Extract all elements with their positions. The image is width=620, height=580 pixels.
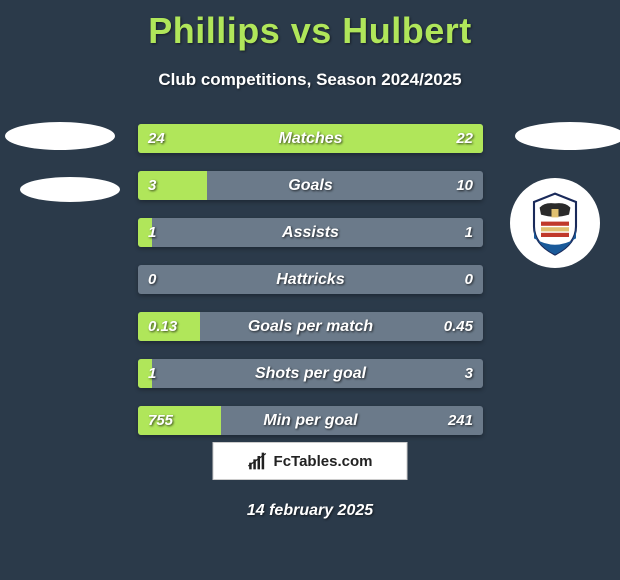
stat-label: Assists: [138, 218, 483, 247]
stat-row: 0 0Hattricks: [138, 265, 483, 294]
stat-value-left: 24: [148, 124, 165, 153]
crest-icon: [520, 188, 590, 258]
stat-row: 755241Min per goal: [138, 406, 483, 435]
brand-label: FcTables.com: [274, 453, 373, 470]
stat-value-left: 3: [148, 171, 156, 200]
stat-row: 1 1Assists: [138, 218, 483, 247]
stat-value-left: 0: [148, 265, 156, 294]
stat-label: Shots per goal: [138, 359, 483, 388]
player-left-badge-1: [5, 122, 115, 150]
stat-value-left: 0.13: [148, 312, 177, 341]
page-title: Phillips vs Hulbert: [0, 0, 620, 52]
brand-box[interactable]: FcTables.com: [213, 442, 408, 480]
player-left-badge-2: [20, 177, 120, 202]
stat-row: 310Goals: [138, 171, 483, 200]
stat-value-right: 1: [465, 218, 473, 247]
stats-container: 2422Matches310Goals11Assists00Hattricks0…: [138, 124, 483, 453]
chart-icon: [248, 451, 268, 471]
stat-value-right: 241: [448, 406, 473, 435]
stat-value-right: 0.45: [444, 312, 473, 341]
stat-value-right: 3: [465, 359, 473, 388]
date-label: 14 february 2025: [0, 502, 620, 520]
stat-row: 1 3Shots per goal: [138, 359, 483, 388]
stat-value-left: 1: [148, 218, 156, 247]
stat-label: Hattricks: [138, 265, 483, 294]
stat-value-right: 22: [456, 124, 473, 153]
stat-value-left: 1: [148, 359, 156, 388]
player-right-badge-1: [515, 122, 620, 150]
stat-value-right: 10: [456, 171, 473, 200]
stat-value-right: 0: [465, 265, 473, 294]
club-crest: [510, 178, 600, 268]
subtitle: Club competitions, Season 2024/2025: [0, 70, 620, 90]
stat-row: 2422Matches: [138, 124, 483, 153]
stat-value-left: 755: [148, 406, 173, 435]
stat-row: 0.130.45Goals per match: [138, 312, 483, 341]
